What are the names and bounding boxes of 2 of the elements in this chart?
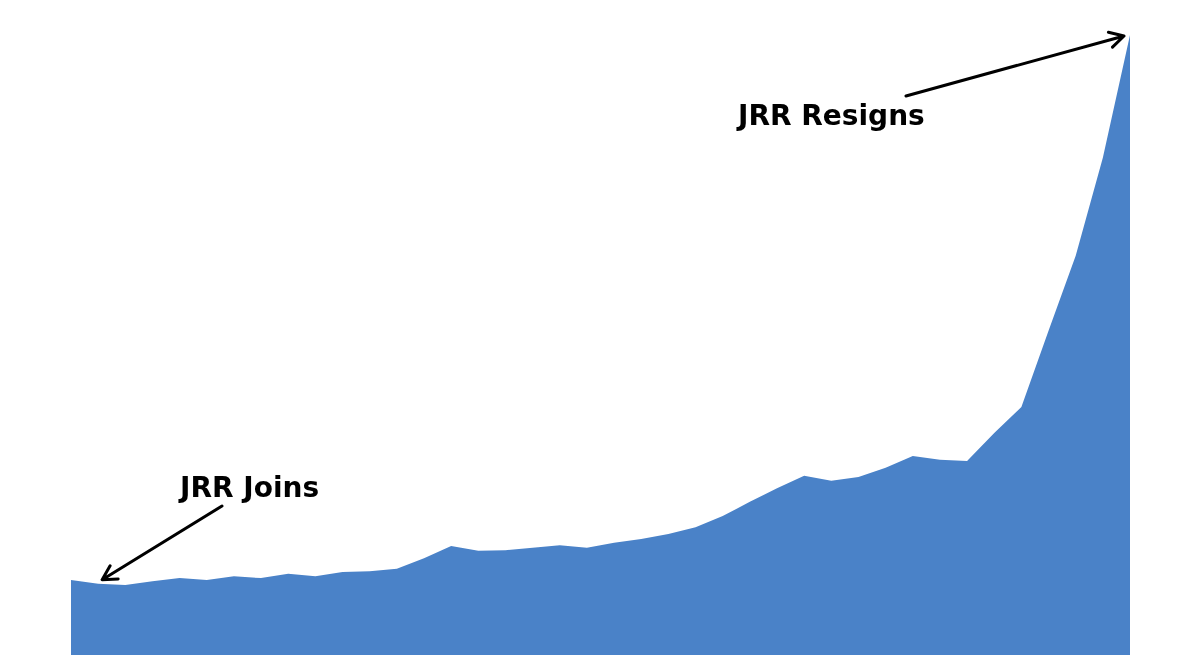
annotation: JRR Resigns xyxy=(736,99,925,132)
annotation: JRR Joins xyxy=(178,471,320,504)
